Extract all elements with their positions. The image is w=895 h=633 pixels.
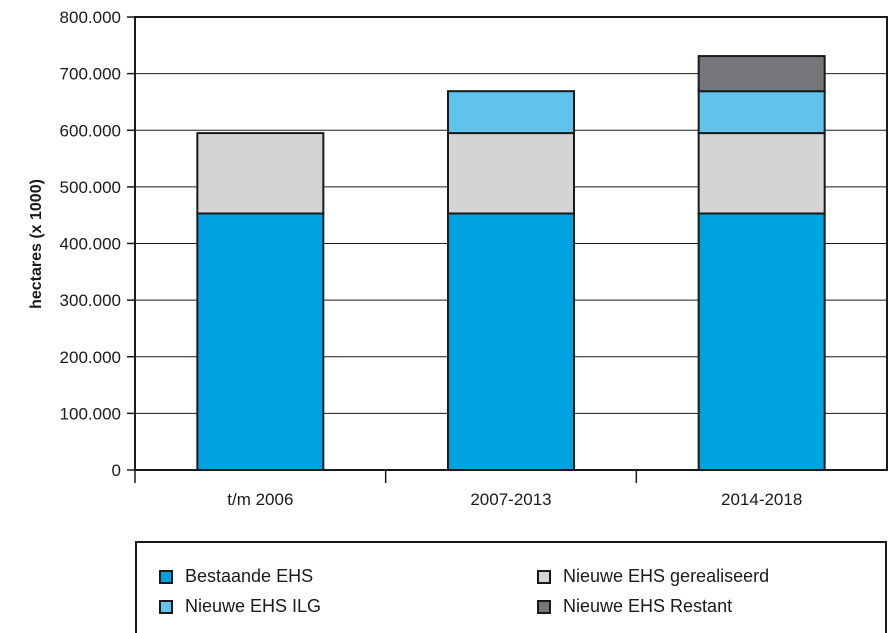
y-tick-label: 0: [112, 461, 121, 480]
y-axis-title: hectares (x 1000): [28, 179, 45, 309]
y-tick-label: 700.000: [60, 65, 121, 84]
y-tick-label: 600.000: [60, 121, 121, 140]
legend-item-nieuwe-ehs-gerealiseerd: Nieuwe EHS gerealiseerd: [537, 566, 769, 587]
bar-segment: [447, 132, 575, 215]
y-tick-label: 300.000: [60, 291, 121, 310]
x-tick-label: 2007-2013: [470, 490, 551, 509]
y-tick-label: 100.000: [60, 404, 121, 423]
legend: Bestaande EHS Nieuwe EHS ILG Nieuwe EHS …: [135, 541, 887, 633]
x-tick-label: t/m 2006: [227, 490, 293, 509]
legend-label: Bestaande EHS: [185, 566, 314, 586]
bar-segment: [447, 212, 575, 472]
stacked-bar-chart: 0 100.000 200.000 300.000 400.000 500.000 600.…: [28, 8, 888, 509]
legend-swatch: [159, 599, 173, 614]
plot-frame: [134, 16, 888, 471]
legend-label: Nieuwe EHS Restant: [563, 596, 733, 616]
bar-segment: [447, 90, 575, 135]
x-tick-labels: t/m 2006 2007-2013 2014-2018: [227, 490, 802, 509]
y-tick-label: 500.000: [60, 178, 121, 197]
bars: [196, 55, 826, 472]
legend-swatch: [537, 569, 551, 584]
legend-label: Nieuwe EHS ILG: [185, 596, 322, 616]
legend-item-nieuwe-ehs-ilg: Nieuwe EHS ILG: [159, 596, 321, 617]
bar-segment: [697, 90, 826, 135]
y-tick-labels: 0 100.000 200.000 300.000 400.000 500.000 600.…: [60, 8, 121, 480]
legend-swatch: [537, 599, 551, 614]
bar-segment: [697, 55, 826, 93]
y-tick-label: 200.000: [60, 348, 121, 367]
legend-item-nieuwe-ehs-restant: Nieuwe EHS Restant: [537, 596, 732, 617]
bar-segment: [697, 212, 826, 472]
legend-swatch: [159, 569, 173, 584]
y-tick-label: 800.000: [60, 8, 121, 27]
bar-segment: [196, 132, 325, 215]
bar-segment: [196, 212, 325, 472]
legend-item-bestaande-ehs: Bestaande EHS: [159, 566, 313, 587]
bar-segment: [697, 132, 826, 215]
axes: [127, 16, 888, 483]
x-tick-label: 2014-2018: [721, 490, 802, 509]
y-tick-label: 400.000: [60, 235, 121, 254]
legend-label: Nieuwe EHS gerealiseerd: [563, 566, 770, 586]
